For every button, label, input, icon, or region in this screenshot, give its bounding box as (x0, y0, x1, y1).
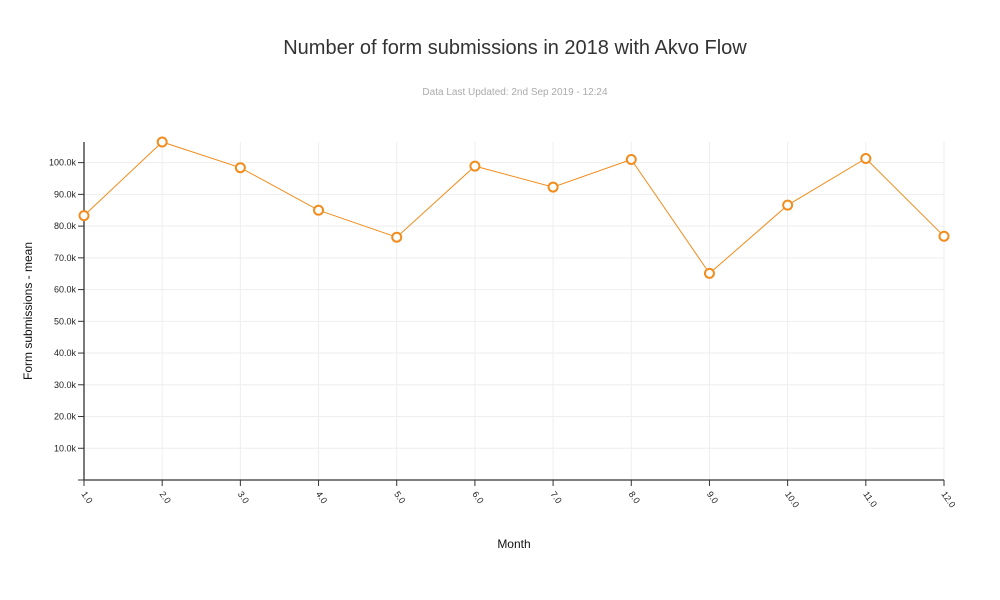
data-point (547, 181, 559, 193)
series-line (83, 141, 945, 275)
data-point (313, 204, 325, 216)
x-tick-label: 5.0 (392, 489, 407, 505)
data-point (78, 210, 90, 222)
chart-subtitle: Data Last Updated: 2nd Sep 2019 - 12:24 (422, 87, 608, 98)
y-axis-label: Form submissions - mean (21, 242, 35, 380)
x-tick-label: 7.0 (548, 489, 563, 505)
x-tick-label: 1.0 (79, 489, 94, 505)
y-tick-label: 30.0k (54, 380, 77, 390)
x-tick-label: 2.0 (158, 489, 173, 505)
grid-layer (83, 142, 945, 480)
y-tick-label: 50.0k (54, 316, 77, 326)
y-tick-label: 80.0k (54, 221, 77, 231)
x-tick-label: 6.0 (470, 489, 485, 505)
chart-title: Number of form submissions in 2018 with … (283, 37, 747, 59)
x-tick-label: 9.0 (705, 489, 720, 505)
data-point (391, 231, 403, 243)
y-tick-label: 100.0k (49, 158, 77, 168)
data-point (860, 153, 872, 165)
x-tick-label: 4.0 (314, 489, 329, 505)
y-tick-label: 70.0k (54, 253, 77, 263)
y-tick-label: 90.0k (54, 189, 77, 199)
x-tick-label: 12.0 (939, 489, 957, 509)
y-tick-label: 40.0k (54, 348, 77, 358)
y-tick-label: 10.0k (54, 443, 77, 453)
data-point (469, 160, 481, 172)
x-axis-label: Month (497, 537, 530, 551)
data-point (703, 267, 715, 279)
x-tick-label: 3.0 (236, 489, 251, 505)
data-point (782, 199, 794, 211)
axis-layer: 10.0k 20.0k 30.0k 40.0k 50.0k 60.0k 70.0k 80.0k… (49, 142, 958, 510)
x-tick-label: 11.0 (861, 489, 879, 509)
data-point (234, 162, 246, 174)
data-point (625, 153, 637, 165)
y-tick-label: 20.0k (54, 412, 77, 422)
data-point (938, 230, 950, 242)
x-tick-label: 8.0 (627, 489, 642, 505)
data-point (156, 136, 168, 148)
x-tick-label: 10.0 (783, 489, 801, 509)
y-tick-label: 60.0k (54, 285, 77, 295)
series-layer (78, 136, 950, 279)
